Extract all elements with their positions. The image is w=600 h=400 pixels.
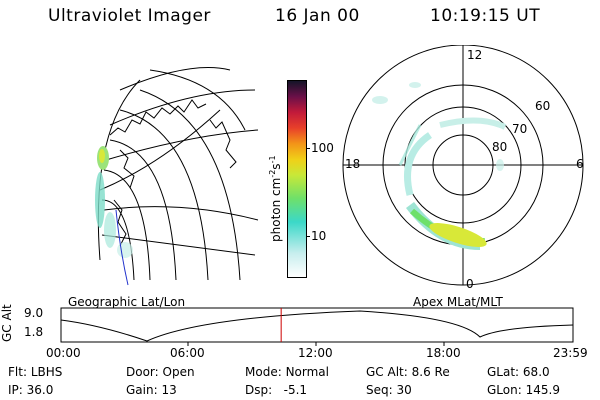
intensity-colorbar: [287, 80, 307, 278]
time-tick-2359: 23:59: [553, 346, 588, 360]
glon-info: GLon: 145.9: [487, 383, 560, 397]
mode-info: Mode: Normal: [245, 365, 329, 379]
altitude-axis-label: GC Alt: [0, 304, 14, 342]
geographic-map: [95, 67, 259, 286]
mlt-label-6: 6: [576, 157, 584, 171]
time-label: 10:19:15 UT: [430, 6, 541, 26]
altitude-max-label: 9.0: [24, 306, 44, 320]
door-info: Door: Open: [126, 365, 195, 379]
time-tick-1200: 12:00: [298, 346, 333, 360]
instrument-title: Ultraviolet Imager: [48, 6, 211, 26]
filter-info: Flt: LBHS: [8, 365, 63, 379]
lat-label-60: 60: [535, 99, 550, 113]
colorbar-unit-label: photon cm-2s-1: [268, 155, 283, 242]
time-tick-0000: 00:00: [46, 346, 81, 360]
lat-label-80: 80: [492, 140, 507, 154]
altitude-plot: [60, 307, 574, 346]
polar-plot: 12 18 6 0 60 70 80: [342, 45, 584, 290]
gain-info: Gain: 13: [126, 383, 177, 397]
time-tick-1800: 18:00: [426, 346, 461, 360]
ip-info: IP: 36.0: [8, 383, 54, 397]
time-tick-0600: 06:00: [170, 346, 205, 360]
colorbar-tick-100: 100: [311, 141, 334, 155]
glat-info: GLat: 68.0: [487, 365, 550, 379]
geographic-panel-label: Geographic Lat/Lon: [68, 295, 186, 309]
aurora-emission-map: [95, 146, 133, 258]
gc-alt-info: GC Alt: 8.6 Re: [366, 365, 450, 379]
mlt-label-18: 18: [345, 157, 360, 171]
date-label: 16 Jan 00: [275, 6, 360, 26]
mlt-label-0: 0: [466, 277, 474, 290]
seq-info: Seq: 30: [366, 383, 412, 397]
lat-label-70: 70: [512, 122, 527, 136]
colorbar-tick-10: 10: [311, 229, 327, 243]
aurora-oval: [372, 82, 507, 250]
dsp-info: Dsp: -5.1: [245, 383, 308, 397]
polar-panel-label: Apex MLat/MLT: [413, 295, 503, 309]
mlt-label-12: 12: [467, 48, 482, 62]
altitude-min-label: 1.8: [24, 325, 44, 339]
